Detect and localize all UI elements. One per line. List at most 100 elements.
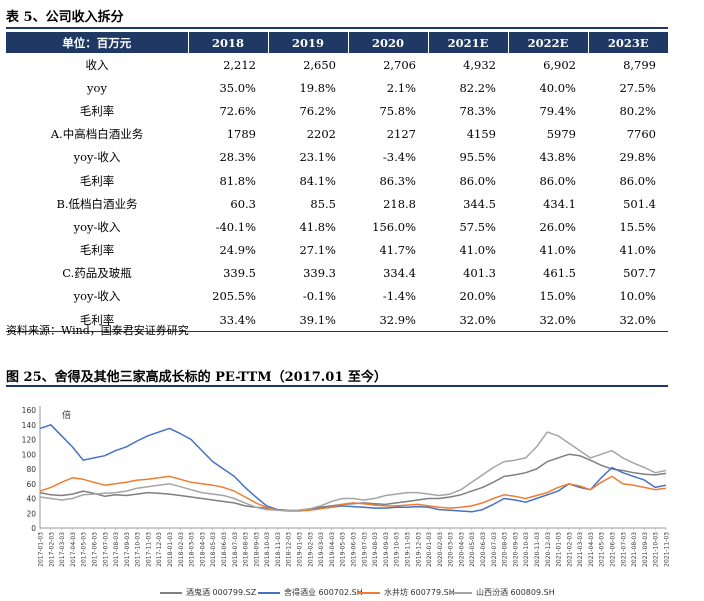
row-label: 毛利率 (79, 173, 115, 188)
legend-label: 水井坊 600779.SH (384, 588, 455, 597)
table-cell: 78.3% (459, 103, 496, 118)
row-label: A.中高档白酒业务 (50, 127, 144, 142)
table-cell: 79.4% (539, 103, 576, 118)
table-row: yoy-收入 205.5% -0.1% -1.4% 20.0% 15.0% 10.0% (6, 285, 668, 308)
table-cell: 20.0% (459, 289, 496, 304)
x-tick-label: 2017-03-03 (59, 532, 66, 567)
table-cell: 72.6% (219, 103, 256, 118)
x-tick-label: 2018-03-03 (189, 532, 196, 567)
y-unit-annotation: 倍 (62, 409, 71, 421)
table-cell: 86.0% (459, 173, 496, 188)
table-cell: 4,932 (463, 57, 496, 72)
table-cell: 57.5% (459, 219, 496, 234)
table-cell: 434.1 (543, 196, 576, 211)
row-label: 毛利率 (79, 103, 115, 118)
x-tick-label: 2018-11-03 (275, 532, 282, 567)
table-cell: 344.5 (463, 196, 496, 211)
table-cell: 32.9% (348, 308, 428, 333)
column-header: 2018 (187, 32, 268, 53)
table-cell: 4159 (466, 127, 496, 142)
legend-label: 舍得酒业 600702.SH (284, 588, 363, 597)
table-cell: 27.1% (299, 243, 336, 258)
x-tick-label: 2021-11-03 (664, 532, 671, 567)
table-cell: -3.4% (382, 150, 416, 165)
table-cell: 35.0% (219, 80, 256, 95)
table-row: yoy 35.0% 19.8% 2.1% 82.2% 40.0% 27.5% (6, 76, 668, 99)
table-cell: 334.4 (383, 266, 416, 281)
x-tick-label: 2018-08-03 (243, 532, 250, 567)
table-cell: 43.8% (539, 150, 576, 165)
table-cell: 339.5 (223, 266, 256, 281)
x-tick-label: 2020-11-03 (534, 532, 541, 567)
table-cell: 41.0% (619, 243, 656, 258)
row-label: C.药品及玻瓶 (62, 266, 132, 281)
x-tick-label: 2018-02-03 (178, 532, 185, 567)
series-line (39, 475, 667, 512)
table-cell: 95.5% (459, 150, 496, 165)
x-tick-label: 2020-09-03 (512, 532, 519, 567)
x-tick-label: 2019-07-03 (361, 532, 368, 567)
x-tick-label: 2021-05-03 (599, 532, 606, 567)
x-tick-label: 2020-04-03 (458, 532, 465, 567)
table-cell: 6,902 (543, 57, 576, 72)
table-cell: 85.5 (310, 196, 336, 211)
x-tick-label: 2020-05-03 (469, 532, 476, 567)
x-tick-label: 2019-02-03 (307, 532, 314, 567)
pe-ttm-line-chart: 0 20 40 60 80 100 120 140 160 倍 2017-01-03 2017-02-… (22, 406, 671, 567)
x-tick-label: 2019-11-03 (404, 532, 411, 567)
x-tick-label: 2018-12-03 (286, 532, 293, 567)
x-tick-label: 2017-04-03 (70, 532, 77, 567)
table-cell: 82.2% (459, 80, 496, 95)
table-cell: 39.1% (268, 308, 348, 333)
table-cell: 86.0% (619, 173, 656, 188)
table-cell: 10.0% (619, 289, 656, 304)
table-row: B.低档白酒业务 60.3 85.5 218.8 344.5 434.1 501.4 (6, 192, 668, 215)
row-label: 毛利率 (6, 308, 188, 333)
legend-swatch (358, 591, 380, 594)
table-cell: 15.5% (619, 219, 656, 234)
table-cell: 1789 (226, 127, 256, 142)
table-title: 表 5、公司收入拆分 (6, 10, 124, 25)
table-cell: 33.4% (188, 308, 268, 333)
y-tick-label: 160 (22, 406, 37, 415)
y-tick-label: 0 (31, 524, 36, 533)
table-row: C.药品及玻瓶 339.5 339.3 334.4 401.3 461.5 507.7 (6, 262, 668, 285)
table-cell: 81.8% (219, 173, 256, 188)
legend-item: 酒鬼酒 000799.SZ (160, 587, 256, 598)
table-cell: 205.5% (212, 289, 256, 304)
table-cell: 32.0% (588, 308, 668, 333)
x-tick-label: 2020-03-03 (448, 532, 455, 567)
x-tick-label: 2020-02-03 (437, 532, 444, 567)
table-cell: 5979 (546, 127, 576, 142)
table-row: 毛利率 33.4% 39.1% 32.9% 32.0% 32.0% 32.0% (6, 308, 668, 333)
x-tick-label: 2017-11-03 (145, 532, 152, 567)
table-cell: 507.7 (623, 266, 656, 281)
x-tick-label: 2018-04-03 (199, 532, 206, 567)
table-header-row: 单位：百万元 2018 2019 2020 2021E 2022E 2023E (6, 32, 668, 53)
table-cell: 339.3 (303, 266, 336, 281)
table-row: 毛利率 72.6% 76.2% 75.8% 78.3% 79.4% 80.2% (6, 99, 668, 122)
y-tick-label: 20 (26, 509, 36, 518)
x-tick-label: 2017-12-03 (156, 532, 163, 567)
x-tick-label: 2021-03-03 (577, 532, 584, 567)
table-cell: 2,212 (223, 57, 256, 72)
series-line (39, 453, 667, 512)
x-tick-label: 2017-09-03 (124, 532, 131, 567)
x-tick-label: 2019-05-03 (340, 532, 347, 567)
table-cell: 7760 (626, 127, 656, 142)
table-cell: 75.8% (379, 103, 416, 118)
table-row: A.中高档白酒业务 1789 2202 2127 4159 5979 7760 (6, 123, 668, 146)
table-cell: 41.8% (299, 219, 336, 234)
x-tick-label: 2019-12-03 (415, 532, 422, 567)
table-cell: 80.2% (619, 103, 656, 118)
series-line (39, 431, 667, 512)
row-label: B.低档白酒业务 (56, 196, 138, 211)
row-label: 毛利率 (79, 243, 115, 258)
table-cell: 401.3 (463, 266, 496, 281)
table-cell: 24.9% (219, 243, 256, 258)
y-tick-label: 120 (22, 436, 37, 445)
y-tick-label: 80 (26, 465, 36, 474)
x-tick-label: 2021-06-03 (610, 532, 617, 567)
table-cell: 2202 (306, 127, 336, 142)
table-cell: 32.0% (508, 308, 588, 333)
